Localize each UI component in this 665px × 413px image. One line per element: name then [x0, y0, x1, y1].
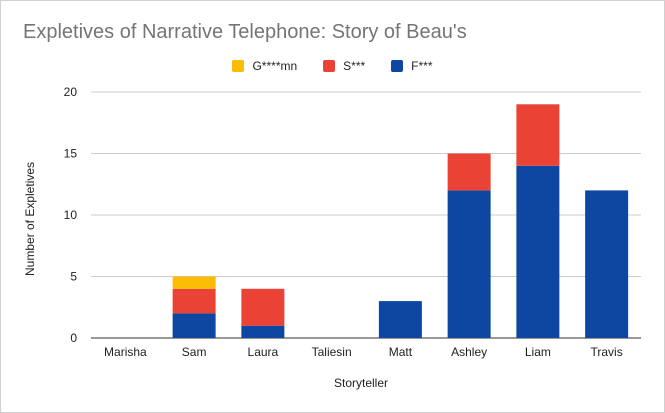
legend-swatch-g [232, 60, 245, 72]
tick-labels: 0 5 10 15 20 Marisha Sam Laura Taliesin Matt Ashle… [64, 85, 623, 359]
legend-item-f[interactable]: F*** [391, 59, 433, 73]
bar-segment[interactable] [516, 165, 560, 338]
bar-segment[interactable] [172, 276, 216, 289]
x-tick-label: Laura [248, 345, 279, 359]
bar-segment[interactable] [172, 313, 216, 338]
bar-segment[interactable] [241, 288, 285, 326]
y-tick-label: 15 [64, 147, 78, 161]
bar-segment[interactable] [172, 288, 216, 314]
bar-segment[interactable] [447, 153, 491, 191]
bar-segment[interactable] [241, 325, 285, 338]
x-axis-title: Storyteller [334, 376, 388, 390]
legend-swatch-s [323, 60, 336, 72]
x-tick-label: Taliesin [312, 345, 352, 359]
x-tick-label: Marisha [104, 345, 147, 359]
legend-label-g: G****mn [252, 59, 298, 73]
y-tick-label: 20 [64, 85, 78, 99]
bar-segment[interactable] [447, 190, 491, 338]
chart-legend: G****mn S*** F*** [1, 57, 664, 75]
y-axis-title: Number of Expletives [23, 162, 37, 276]
bars [172, 104, 629, 338]
y-tick-label: 10 [64, 208, 78, 222]
bar-segment[interactable] [378, 301, 422, 338]
bar-segment[interactable] [585, 190, 629, 338]
y-tick-label: 5 [70, 270, 77, 284]
legend-item-s[interactable]: S*** [323, 59, 365, 73]
legend-swatch-f [391, 60, 404, 72]
x-tick-label: Ashley [451, 345, 487, 359]
legend-label-f: F*** [411, 59, 433, 73]
chart-title: Expletives of Narrative Telephone: Story… [23, 21, 467, 43]
x-tick-label: Matt [389, 345, 413, 359]
x-tick-label: Liam [525, 345, 551, 359]
bar-segment[interactable] [516, 104, 560, 166]
y-tick-label: 0 [70, 331, 77, 345]
legend-item-g[interactable]: G****mn [232, 59, 297, 73]
x-tick-label: Sam [182, 345, 207, 359]
x-tick-label: Travis [591, 345, 623, 359]
legend-label-s: S*** [343, 59, 366, 73]
